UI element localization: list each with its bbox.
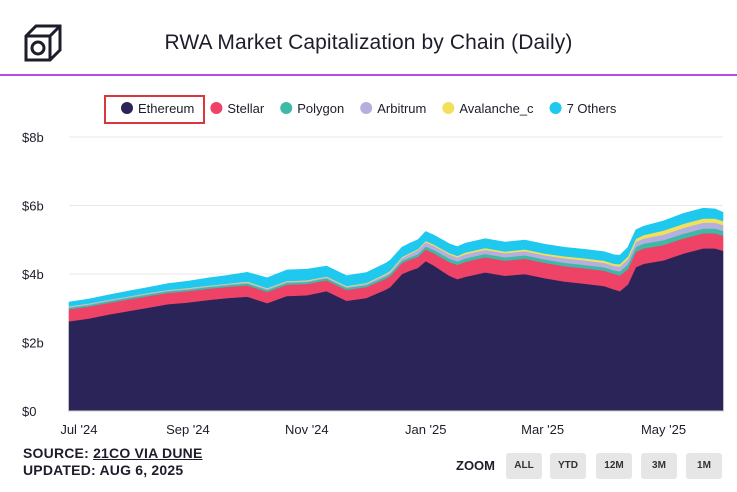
y-tick-label: $8b: [22, 130, 44, 145]
x-tick-label: Jul '24: [60, 422, 97, 437]
y-tick-label: $4b: [22, 267, 44, 282]
zoom-ytd-button[interactable]: YTD: [550, 453, 586, 479]
chart-header: RWA Market Capitalization by Chain (Dail…: [0, 0, 737, 76]
updated-line: UPDATED: AUG 6, 2025: [23, 462, 184, 478]
legend-label: Polygon: [297, 101, 344, 116]
x-tick-label: Sep '24: [166, 422, 210, 437]
legend-item-avalanche-c[interactable]: Avalanche_c: [442, 101, 534, 116]
legend-item-arbitrum[interactable]: Arbitrum: [360, 101, 426, 116]
legend-item-polygon[interactable]: Polygon: [280, 101, 344, 116]
legend-dot: [121, 102, 133, 114]
legend-label: Ethereum: [138, 101, 194, 116]
y-tick-label: $2b: [22, 336, 44, 351]
zoom-3m-button[interactable]: 3M: [641, 453, 677, 479]
legend-dot: [280, 102, 293, 114]
source-line: SOURCE: 21CO VIA DUNE: [23, 445, 203, 461]
legend-label: Arbitrum: [377, 101, 426, 116]
y-tick-label: $0: [22, 404, 36, 419]
legend-dot: [442, 102, 455, 114]
area-7-others[interactable]: [68, 207, 724, 307]
legend-label: Stellar: [227, 101, 265, 116]
y-tick-label: $6b: [22, 199, 44, 214]
legend-dot: [360, 102, 373, 114]
x-tick-label: Jan '25: [405, 422, 447, 437]
zoom-label: ZOOM: [456, 458, 495, 473]
chart-title: RWA Market Capitalization by Chain (Dail…: [164, 31, 573, 54]
rwa-area-chart: $0 $2b $4b $6b $8b Jul '24 Sep '24 Nov '24 Jan '…: [22, 101, 724, 437]
legend-dot: [549, 102, 562, 114]
legend-label: 7 Others: [567, 101, 617, 116]
zoom-all-button[interactable]: ALL: [506, 453, 542, 479]
legend-highlight-box: [104, 95, 205, 124]
x-tick-label: Nov '24: [285, 422, 329, 437]
legend-item-ethereum[interactable]: Ethereum: [121, 101, 194, 116]
legend-dot: [210, 102, 223, 114]
zoom-12m-button[interactable]: 12M: [596, 453, 632, 479]
source-link[interactable]: 21CO VIA DUNE: [93, 445, 203, 461]
source-prefix: SOURCE:: [23, 445, 94, 461]
legend-item-7-others[interactable]: 7 Others: [549, 101, 617, 116]
legend-label: Avalanche_c: [459, 101, 534, 116]
legend-item-stellar[interactable]: Stellar: [210, 101, 265, 116]
header-divider: [0, 74, 737, 76]
x-tick-label: May '25: [641, 422, 686, 437]
zoom-1m-button[interactable]: 1M: [686, 453, 722, 479]
logo-cube-icon: [24, 24, 62, 62]
x-tick-label: Mar '25: [521, 422, 564, 437]
